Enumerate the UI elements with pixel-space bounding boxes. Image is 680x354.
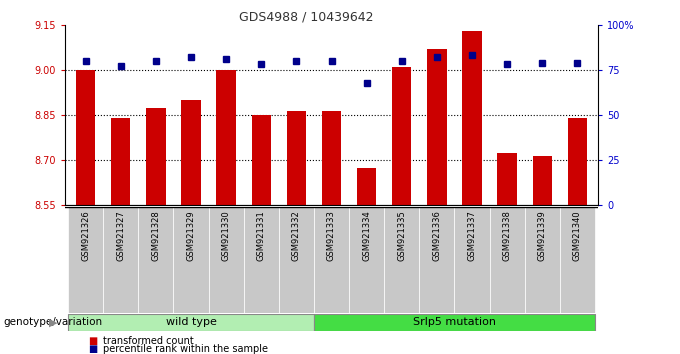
Text: transformed count: transformed count [103, 336, 194, 346]
Bar [252, 115, 271, 205]
Text: GSM921337: GSM921337 [467, 210, 477, 261]
Bar [420, 207, 454, 313]
Bar [146, 108, 165, 205]
Text: percentile rank within the sample: percentile rank within the sample [103, 344, 269, 354]
Text: Srlp5 mutation: Srlp5 mutation [413, 318, 496, 327]
Text: GSM921334: GSM921334 [362, 210, 371, 261]
Bar [103, 207, 138, 313]
Bar [209, 207, 243, 313]
Text: ▶: ▶ [50, 318, 58, 327]
Text: wild type: wild type [166, 318, 216, 327]
Bar [357, 168, 376, 205]
Bar [138, 207, 173, 313]
Bar [216, 70, 236, 205]
Text: GSM921340: GSM921340 [573, 210, 582, 261]
Text: GSM921329: GSM921329 [186, 210, 196, 261]
Bar [427, 49, 447, 205]
Text: GSM921326: GSM921326 [81, 210, 90, 261]
Text: GSM921332: GSM921332 [292, 210, 301, 261]
Bar [498, 153, 517, 205]
Bar [287, 110, 306, 205]
Bar [384, 207, 420, 313]
Bar [279, 207, 314, 313]
Text: GSM921331: GSM921331 [257, 210, 266, 261]
Text: ■: ■ [88, 344, 98, 354]
Bar [490, 207, 525, 313]
Text: GSM921336: GSM921336 [432, 210, 441, 261]
Text: GDS4988 / 10439642: GDS4988 / 10439642 [239, 11, 373, 24]
Bar [525, 207, 560, 313]
Text: GSM921339: GSM921339 [538, 210, 547, 261]
Bar [568, 118, 587, 205]
Bar [243, 207, 279, 313]
Bar [322, 110, 341, 205]
Bar [454, 207, 490, 313]
Bar [182, 100, 201, 205]
Text: genotype/variation: genotype/variation [3, 318, 103, 327]
Bar [349, 207, 384, 313]
Bar [314, 207, 349, 313]
Bar [173, 207, 209, 313]
Bar [68, 314, 314, 331]
Text: GSM921328: GSM921328 [152, 210, 160, 261]
Text: GSM921335: GSM921335 [397, 210, 406, 261]
Bar [76, 70, 95, 205]
Bar [532, 156, 552, 205]
Bar [314, 314, 595, 331]
Text: GSM921327: GSM921327 [116, 210, 125, 261]
Text: GSM921333: GSM921333 [327, 210, 336, 261]
Text: GSM921330: GSM921330 [222, 210, 231, 261]
Bar [462, 31, 481, 205]
Text: GSM921338: GSM921338 [503, 210, 511, 261]
Text: ■: ■ [88, 336, 98, 346]
Bar [68, 207, 103, 313]
Bar [560, 207, 595, 313]
Bar [111, 118, 131, 205]
Bar [392, 67, 411, 205]
